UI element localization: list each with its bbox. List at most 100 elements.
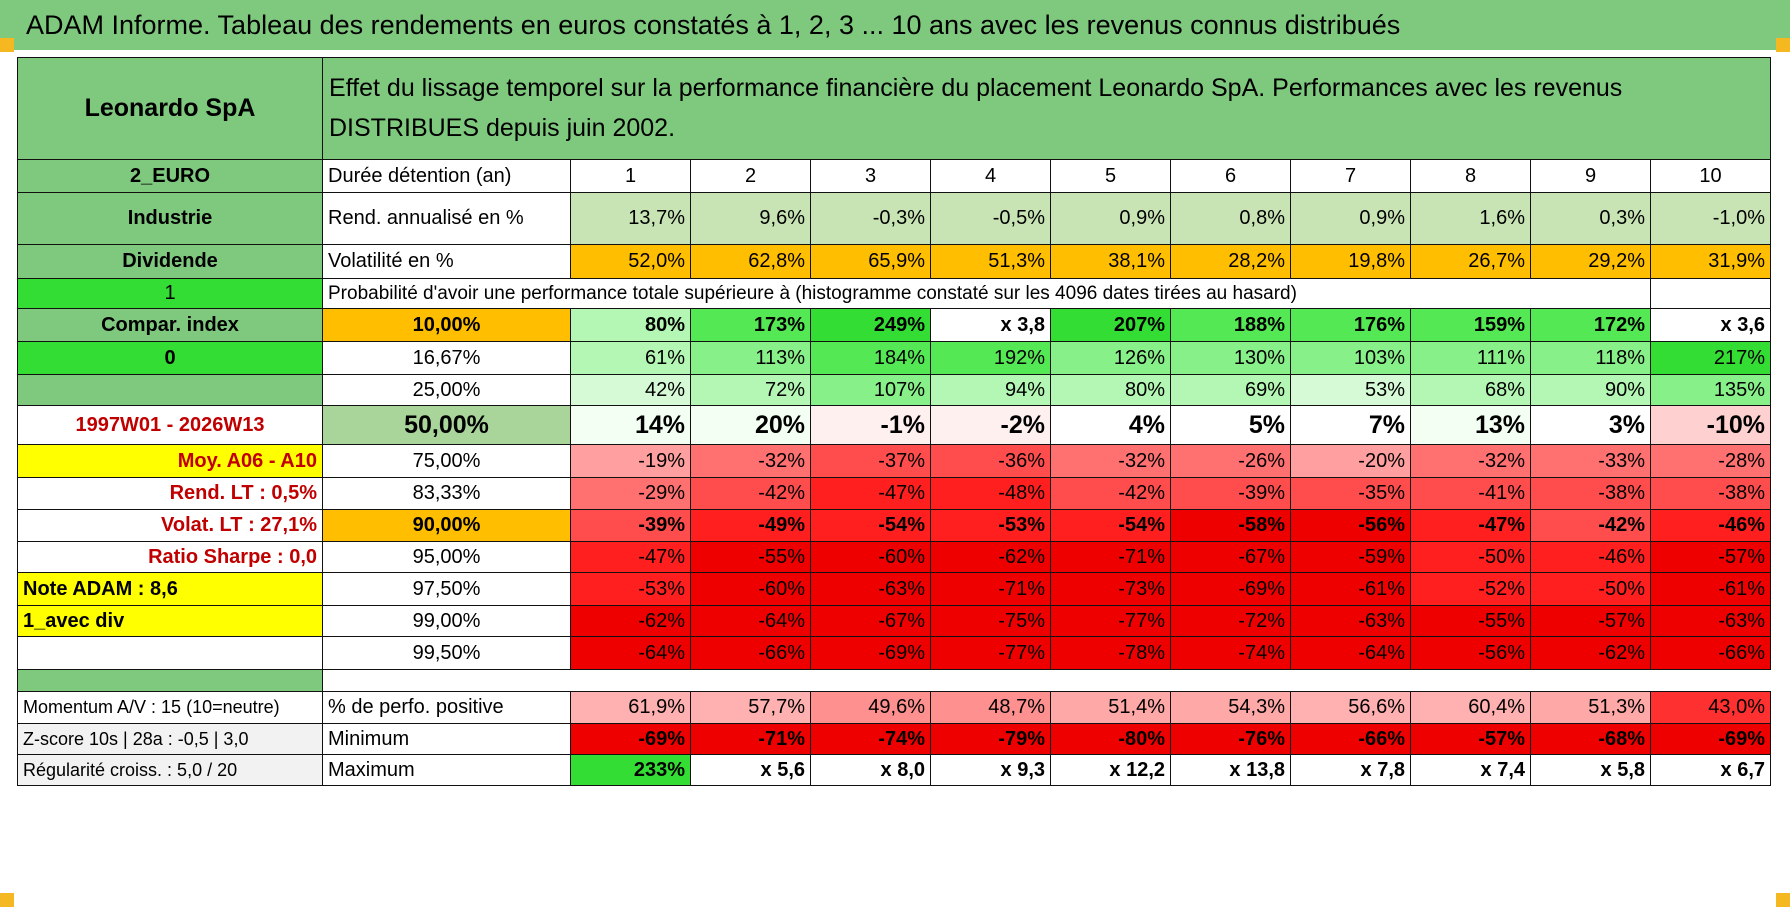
quantile-value: -61% — [1290, 572, 1411, 606]
corner-marker — [0, 893, 14, 907]
quantile-value: -77% — [930, 636, 1051, 670]
side-label — [17, 636, 323, 670]
table-row: Régularité croiss. : 5,0 / 20 Maximum 233%… — [17, 754, 1771, 786]
minimum-value: -74% — [810, 723, 931, 755]
quantile-value: -32% — [1410, 444, 1531, 478]
quantile-value: -39% — [570, 509, 691, 542]
table-row: Rend. LT : 0,5% 83,33% -29% -42% -47% -48% -42… — [17, 477, 1771, 510]
quantile-value: -75% — [930, 605, 1051, 637]
quantile-value: -69% — [1170, 572, 1291, 606]
minimum-value: -57% — [1410, 723, 1531, 755]
table-row: 0 16,67% 61% 113% 184% 192% 126% 130% 103% 111% 11… — [17, 341, 1771, 375]
quantile-value: -62% — [930, 541, 1051, 573]
maximum-value: x 9,3 — [930, 754, 1051, 786]
quantile-value: 130% — [1170, 341, 1291, 375]
quantile-value: 118% — [1530, 341, 1651, 375]
side-label: Moy. A06 - A10 — [17, 444, 323, 478]
positive-value: 43,0% — [1650, 691, 1771, 724]
quantile-value: -54% — [1050, 509, 1171, 542]
table-row: 1 Probabilité d'avoir une performance tot… — [17, 278, 1771, 309]
table-row: 1997W01 - 2026W13 50,00% 14% 20% -1% -2% 4% 5% 7… — [17, 405, 1771, 445]
return-value: -0,3% — [810, 192, 931, 245]
quantile-value: 207% — [1050, 308, 1171, 342]
asset-name: Leonardo SpA — [17, 57, 323, 160]
report-title: ADAM Informe. Tableau des rendements en … — [0, 0, 1790, 50]
quantile-value: -47% — [1410, 509, 1531, 542]
quantile-value: -64% — [1290, 636, 1411, 670]
quantile-value: 159% — [1410, 308, 1531, 342]
quantile-label: 95,00% — [322, 541, 571, 573]
side-label: 1_avec div — [17, 605, 323, 637]
quantile-value: -64% — [690, 605, 811, 637]
quantile-value: 72% — [690, 374, 811, 406]
minimum-value: -68% — [1530, 723, 1651, 755]
quantile-value: -78% — [1050, 636, 1171, 670]
positive-value: 51,4% — [1050, 691, 1171, 724]
year-header: 3 — [810, 159, 931, 193]
quantile-label: 90,00% — [322, 509, 571, 542]
side-label: Compar. index — [17, 308, 323, 342]
return-value: 0,9% — [1050, 192, 1171, 245]
positive-value: 51,3% — [1530, 691, 1651, 724]
quantile-value: 188% — [1170, 308, 1291, 342]
minimum-label: Minimum — [322, 723, 571, 755]
quantile-value: -57% — [1650, 541, 1771, 573]
momentum-label: Momentum A/V : 15 (10=neutre) — [17, 691, 323, 724]
maximum-value: 233% — [570, 754, 691, 786]
quantile-value: 7% — [1290, 405, 1411, 445]
return-value: 1,6% — [1410, 192, 1531, 245]
spacer-cell — [322, 669, 1771, 692]
quantile-value: -20% — [1290, 444, 1411, 478]
maximum-value: x 5,8 — [1530, 754, 1651, 786]
minimum-value: -66% — [1290, 723, 1411, 755]
return-value: -1,0% — [1650, 192, 1771, 245]
side-label — [17, 374, 323, 406]
quantile-value: -42% — [1530, 509, 1651, 542]
side-label: 0 — [17, 341, 323, 375]
quantile-value: 61% — [570, 341, 691, 375]
return-value: -0,5% — [930, 192, 1051, 245]
quantile-value: -42% — [690, 477, 811, 510]
quantile-value: 5% — [1170, 405, 1291, 445]
minimum-value: -69% — [570, 723, 691, 755]
quantile-value: -69% — [810, 636, 931, 670]
quantile-value: 111% — [1410, 341, 1531, 375]
quantile-value: 69% — [1170, 374, 1291, 406]
side-label: Volat. LT : 27,1% — [17, 509, 323, 542]
corner-marker — [1776, 38, 1790, 52]
year-header: 4 — [930, 159, 1051, 193]
quantile-value: -61% — [1650, 572, 1771, 606]
table-row: 25,00% 42% 72% 107% 94% 80% 69% 53% 68% 90% 135% — [17, 374, 1771, 406]
quantile-value: -39% — [1170, 477, 1291, 510]
year-header: 6 — [1170, 159, 1291, 193]
quantile-value: 94% — [930, 374, 1051, 406]
positive-value: 48,7% — [930, 691, 1051, 724]
year-header: 7 — [1290, 159, 1411, 193]
quantile-value: 14% — [570, 405, 691, 445]
maximum-value: x 12,2 — [1050, 754, 1171, 786]
quantile-value: 68% — [1410, 374, 1531, 406]
table-description: Effet du lissage temporel sur la perform… — [322, 57, 1771, 160]
quantile-value: -33% — [1530, 444, 1651, 478]
spacer-cell — [17, 669, 323, 692]
quantile-value: -71% — [930, 572, 1051, 606]
quantile-value: -56% — [1410, 636, 1531, 670]
quantile-value: -29% — [570, 477, 691, 510]
quantile-value: 192% — [930, 341, 1051, 375]
quantile-value: -63% — [1290, 605, 1411, 637]
quantile-value: 4% — [1050, 405, 1171, 445]
volatility-value: 52,0% — [570, 244, 691, 279]
quantile-label: 75,00% — [322, 444, 571, 478]
maximum-value: x 7,8 — [1290, 754, 1411, 786]
table-row: Moy. A06 - A10 75,00% -19% -32% -37% -36% -32%… — [17, 444, 1771, 478]
quantile-label: 97,50% — [322, 572, 571, 606]
side-label: Ratio Sharpe : 0,0 — [17, 541, 323, 573]
year-header: 8 — [1410, 159, 1531, 193]
quantile-value: -74% — [1170, 636, 1291, 670]
volatility-value: 62,8% — [690, 244, 811, 279]
quantile-value: -52% — [1410, 572, 1531, 606]
duration-label: Durée détention (an) — [322, 159, 571, 193]
volatility-label: Volatilité en % — [322, 244, 571, 279]
year-header: 2 — [690, 159, 811, 193]
quantile-value: -46% — [1530, 541, 1651, 573]
